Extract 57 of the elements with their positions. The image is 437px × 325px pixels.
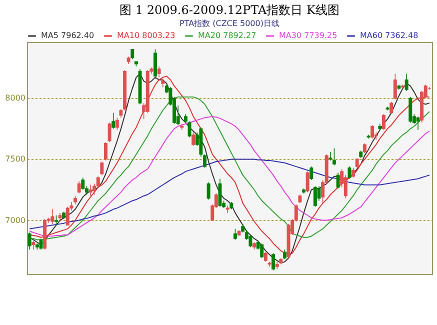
candlestick	[233, 228, 237, 240]
y-tick-label: 8000	[5, 94, 26, 103]
candlestick	[344, 174, 348, 199]
candlestick	[130, 48, 134, 60]
candlestick	[54, 214, 58, 226]
candlestick	[264, 252, 268, 262]
candlestick	[404, 73, 408, 92]
candlestick	[115, 117, 119, 130]
y-tick-label: 7000	[5, 216, 26, 225]
candlestick	[206, 182, 210, 200]
candlestick	[390, 101, 394, 114]
candlestick	[96, 176, 100, 188]
candlestick	[272, 252, 276, 271]
chart-title: 图 1 2009.6-2009.12PTA指数日 K线图	[120, 3, 340, 17]
text: MA5 7962.40	[41, 31, 94, 40]
candlestick	[88, 184, 92, 196]
candlestick	[348, 166, 352, 180]
candlestick	[362, 142, 366, 154]
candlestick	[313, 186, 317, 208]
candlestick	[355, 158, 359, 168]
candlestick	[328, 151, 332, 161]
candlestick	[108, 122, 112, 143]
candlestick	[81, 177, 85, 190]
candlestick	[157, 66, 161, 78]
line-series	[29, 116, 430, 237]
candlestick	[306, 171, 310, 193]
candlestick	[332, 148, 336, 166]
candlestick	[28, 232, 32, 250]
candlestick	[408, 96, 412, 123]
candlestick	[260, 243, 264, 259]
legend-label: MA20 7892.27	[198, 31, 256, 40]
legend-label: MA30 7739.25	[279, 31, 338, 40]
candlestick	[188, 120, 192, 138]
candlestick	[77, 180, 81, 194]
candlestick	[352, 167, 355, 178]
candlestick	[154, 48, 157, 78]
y-tick-label: 7500	[5, 154, 26, 164]
candlestick	[226, 205, 230, 214]
candlestick	[393, 73, 397, 100]
candlestick	[192, 132, 196, 146]
candlestick	[370, 124, 374, 139]
candlestick	[336, 172, 340, 189]
line-series	[29, 158, 430, 230]
candlestick	[66, 206, 70, 226]
chart-subtitle: PTA指数 (CZCE 5000)日线	[180, 19, 280, 28]
candlestick	[382, 114, 386, 130]
candlestick	[310, 166, 314, 180]
candlestick	[112, 112, 116, 130]
candlestick	[104, 142, 108, 161]
legend-label: MA10 8003.23	[117, 31, 176, 40]
candlestick	[416, 116, 420, 130]
candlestick	[282, 249, 286, 260]
candlestick	[218, 178, 222, 208]
candlestick	[100, 161, 104, 176]
candlestick	[50, 208, 54, 224]
candlestick	[39, 238, 43, 250]
legend-label: MA60 7362.48	[360, 31, 418, 40]
